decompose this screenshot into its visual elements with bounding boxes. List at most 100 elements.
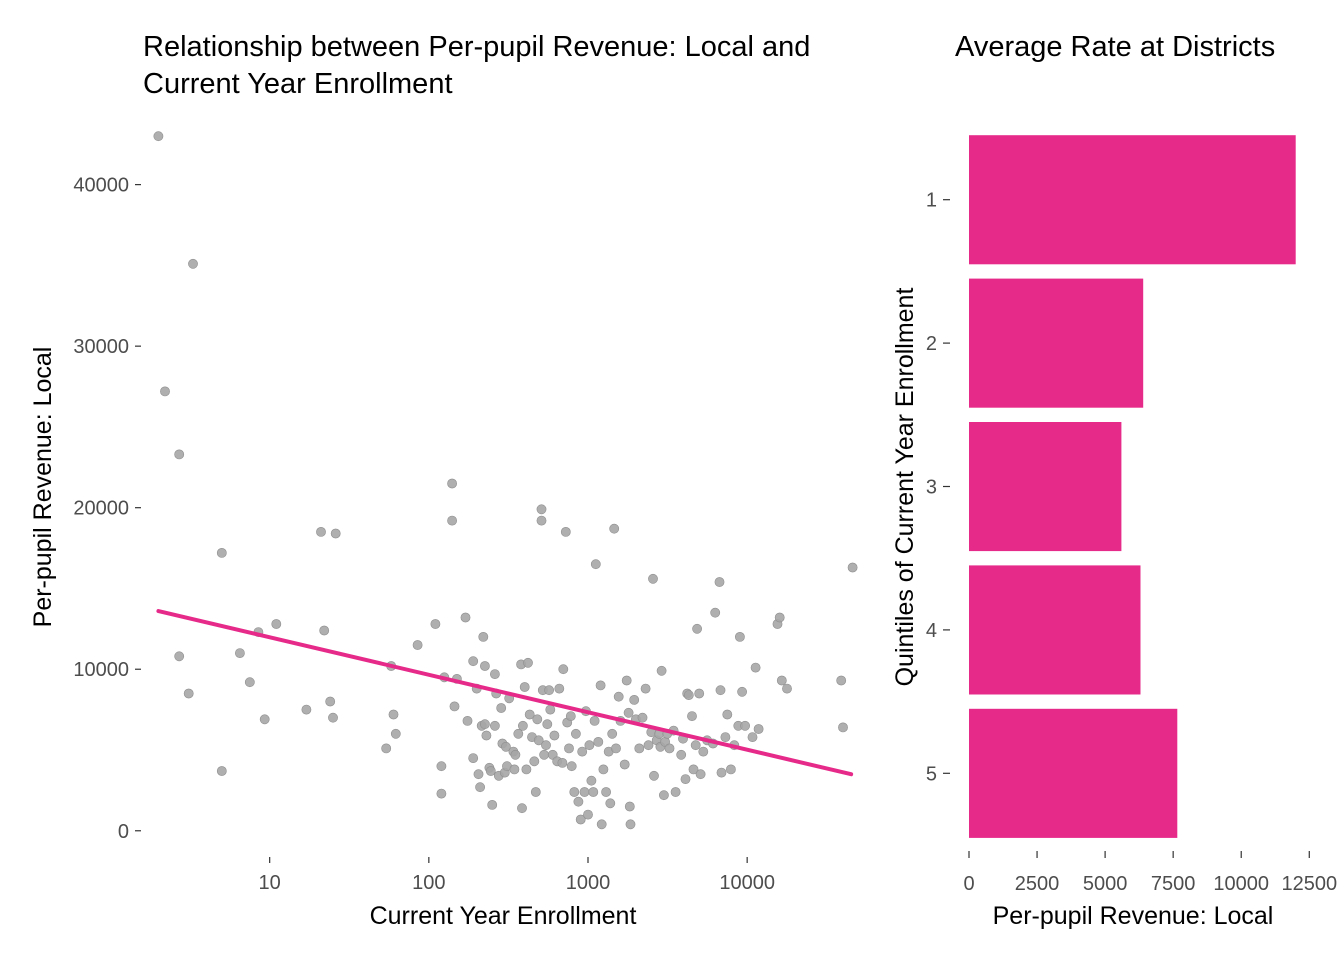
scatter-point [569,787,580,797]
scatter-point [670,787,681,797]
scatter-point [688,764,699,775]
scatter-point [694,688,705,699]
scatter-point [571,728,581,739]
scatter-point [692,623,702,634]
scatter-point [301,704,312,715]
scatter-point [595,680,606,691]
scatter-y-tick-label: 40000 [73,175,129,197]
bar-y-axis-title: Quintiles of Current Year Enrollment [891,288,919,687]
scatter-point [737,686,747,697]
scatter-x-axis: 10 100 1000 10000 [259,857,775,894]
scatter-point [489,720,500,731]
scatter-point [750,662,761,673]
scatter-point [519,682,530,692]
scatter-point [544,685,554,696]
scatter-point [430,619,441,629]
scatter-point [573,796,584,807]
scatter-point [676,749,687,760]
scatter-point [716,767,727,778]
scatter-point [621,675,632,686]
scatter-point [496,703,507,713]
scatter-point [244,677,255,688]
scatter-point [714,577,725,587]
bar-x-axis: 0 2500 5000 7500 10000 12500 [963,851,1337,895]
scatter-point [649,770,659,781]
scatter-point [188,258,198,269]
scatter-point [390,728,401,739]
bar-y-tick-label: 4 [926,620,937,642]
scatter-point [412,640,423,650]
scatter-point [530,787,541,797]
scatter-point [536,515,547,526]
scatter-point [524,709,535,720]
scatter-points [153,131,858,830]
scatter-point [687,711,697,721]
scatter-point [447,515,457,526]
scatter-point [330,528,341,539]
scatter-point [656,665,667,676]
scatter-point [634,743,645,754]
scatter-point [328,712,338,723]
bar-panel: Average Rate at Districts 1 2 3 4 5 0 2500 500… [891,31,1337,930]
scatter-point [624,801,635,812]
scatter-point [521,764,532,775]
scatter-point [541,740,551,751]
scatter-point [485,766,496,776]
scatter-point [533,735,544,746]
scatter-point [436,788,447,799]
scatter-point [836,675,847,686]
bar-quintile-4 [969,565,1141,695]
scatter-point [575,814,586,825]
scatter-point [462,716,473,726]
bar-x-tick-label: 5000 [1083,873,1128,895]
scatter-point [510,749,521,760]
scatter-point [557,758,568,768]
scatter-point [735,632,745,642]
scatter-x-tick-label: 100 [412,872,445,894]
scatter-x-tick-label: 1000 [566,872,611,894]
scatter-point [153,131,164,142]
scatter-point [695,769,706,780]
scatter-point [593,737,604,747]
scatter-point [564,743,574,754]
scatter-point [609,523,620,534]
scatter-point [648,573,658,584]
bar-x-tick-label: 2500 [1015,873,1060,895]
scatter-point [509,764,520,775]
scatter-point [460,612,471,623]
scatter-point [174,449,185,460]
scatter-point [625,819,636,830]
scatter-point [479,661,490,671]
scatter-point [436,761,447,772]
scatter-point [489,669,500,679]
scatter-point [586,775,597,786]
scatter-point [584,740,595,751]
bar-y-tick-label: 2 [926,333,937,355]
scatter-point [532,714,543,725]
scatter-point [690,740,701,751]
scatter-point [607,728,618,739]
scatter-point [589,716,600,726]
scatter-point [579,787,590,797]
scatter-y-axis: 0 10000 20000 30000 40000 [73,175,141,843]
scatter-point [683,690,694,700]
scatter-y-tick-label: 10000 [73,659,129,681]
scatter-point [566,761,577,772]
scatter-point [629,695,640,705]
bar-y-axis: 1 2 3 4 5 [926,190,950,785]
scatter-y-tick-label: 20000 [73,498,129,520]
scatter-point [468,753,479,763]
scatter-point [847,562,858,573]
scatter-point [623,707,634,718]
scatter-point [325,696,336,707]
scatter-point [518,720,528,731]
scatter-point [542,719,553,730]
scatter-point [517,803,527,814]
bar-quintile-5 [969,708,1178,838]
scatter-x-tick-label: 10000 [719,872,775,894]
scatter-point [637,712,648,723]
scatter-point [774,612,785,623]
scatter-point [487,800,498,810]
scatter-point [753,724,764,734]
scatter-point [513,728,524,739]
